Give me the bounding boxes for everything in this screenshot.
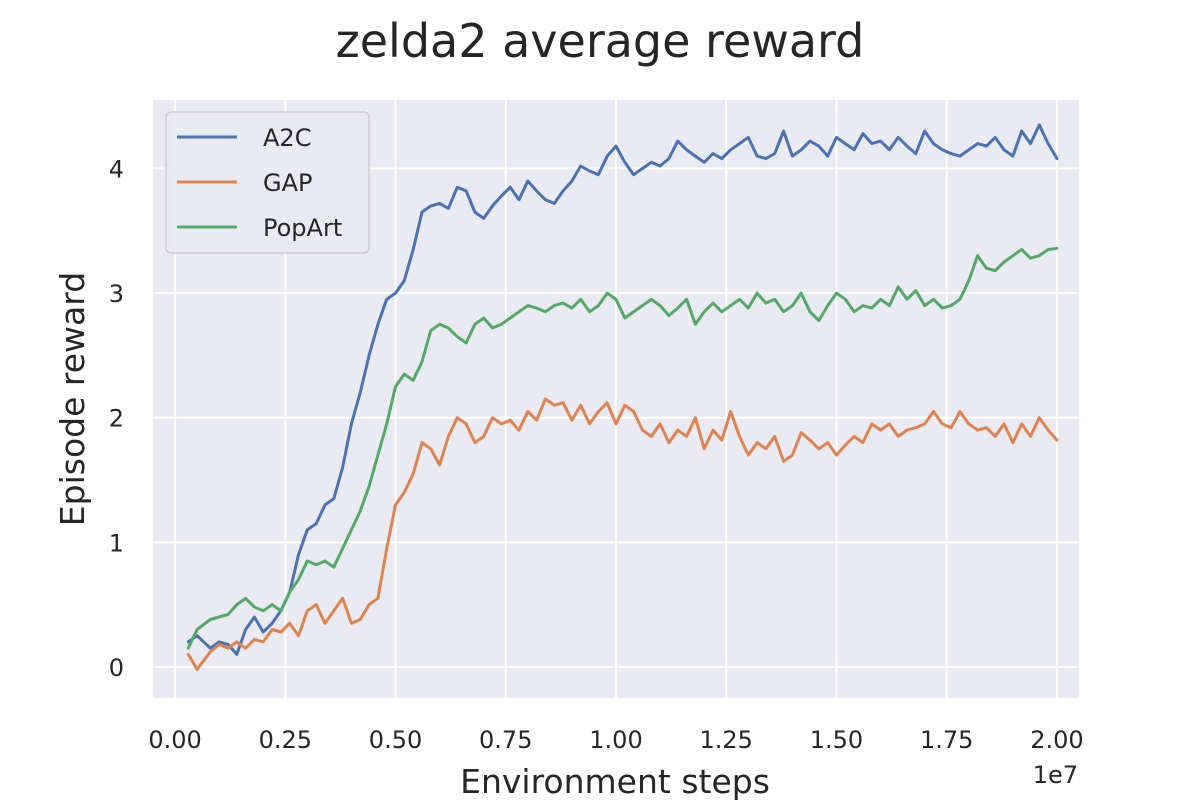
y-axis-ticks: 0 1 2 3 4 xyxy=(109,156,124,682)
y-tick-label: 1 xyxy=(109,529,124,557)
x-tick-label: 0.75 xyxy=(479,726,532,754)
legend-label-a2c: A2C xyxy=(263,124,311,152)
x-tick-label: 0.50 xyxy=(369,726,422,754)
x-tick-label: 1.25 xyxy=(700,726,753,754)
series-line-popart xyxy=(186,246,1059,650)
x-tick-label: 1.00 xyxy=(589,726,642,754)
legend-label-popart: PopArt xyxy=(263,214,342,242)
y-tick-label: 0 xyxy=(109,654,124,682)
legend-label-gap: GAP xyxy=(263,169,313,197)
series-line-a2c xyxy=(186,123,1059,656)
x-axis-offset-label: 1e7 xyxy=(1033,761,1078,789)
x-tick-label: 2.00 xyxy=(1030,726,1083,754)
x-tick-label: 0.00 xyxy=(148,726,201,754)
x-tick-label: 0.25 xyxy=(259,726,312,754)
legend-box xyxy=(165,111,370,254)
series-layer xyxy=(186,123,1059,671)
grid xyxy=(153,100,1079,698)
y-tick-label: 4 xyxy=(109,156,124,184)
x-axis-ticks: 0.00 0.25 0.50 0.75 1.00 1.25 1.50 1.75 2.00 xyxy=(148,726,1083,754)
y-axis-label: Episode reward xyxy=(53,272,92,526)
x-axis-label: Environment steps xyxy=(460,762,770,800)
series-line-gap xyxy=(186,397,1059,671)
x-tick-label: 1.50 xyxy=(810,726,863,754)
x-tick-label: 1.75 xyxy=(920,726,973,754)
y-tick-label: 2 xyxy=(109,405,124,433)
chart-title: zelda2 average reward xyxy=(336,14,865,68)
y-tick-label: 3 xyxy=(109,280,124,308)
legend: A2C GAP PopArt xyxy=(165,111,370,254)
